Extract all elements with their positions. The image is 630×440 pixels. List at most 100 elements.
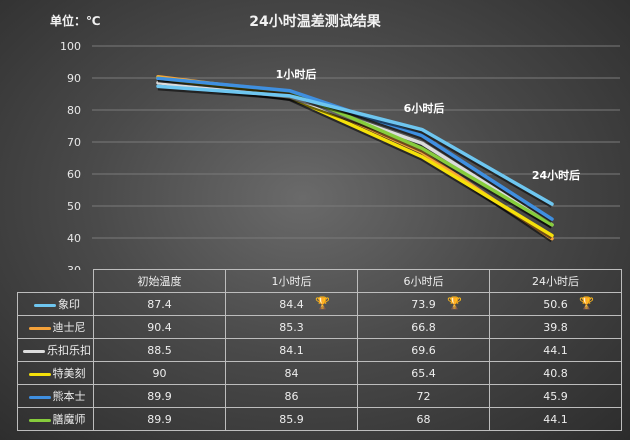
value-cell: 84.4 🏆 — [225, 292, 358, 316]
point-annotations: 1小时后 6小时后 24小时后 — [276, 67, 580, 182]
legend-swatch-icon — [23, 349, 45, 353]
series-line-3 — [156, 76, 554, 238]
y-axis-ticks: 100 90 80 70 60 50 40 30 — [60, 40, 81, 270]
value-cell: 85.3 — [225, 315, 358, 339]
svg-text:90: 90 — [67, 72, 81, 85]
svg-text:30: 30 — [67, 264, 81, 270]
cell-value: 90 — [152, 366, 167, 380]
cell-value: 89.9 — [147, 412, 172, 426]
cell-value: 84.1 — [279, 343, 304, 357]
cell-value: 44.1 — [543, 412, 568, 426]
cell-value: 88.5 — [147, 343, 172, 357]
svg-text:70: 70 — [67, 136, 81, 149]
col-header: 初始温度 — [93, 269, 226, 293]
value-cell: 88.5 — [93, 338, 226, 362]
brand-name: 特美刻 — [52, 367, 86, 380]
table-row: 乐扣乐扣 88.5 84.1 69.6 44.1 — [17, 338, 622, 362]
series-lines — [156, 74, 554, 243]
value-cell: 68 — [357, 407, 490, 431]
svg-text:60: 60 — [67, 168, 81, 181]
point-annotation: 24小时后 — [532, 168, 580, 182]
cell-value: 45.9 — [543, 389, 568, 403]
legend-cell: 特美刻 — [17, 361, 94, 385]
value-cell: 84.1 — [225, 338, 358, 362]
value-cell: 89.9 — [93, 407, 226, 431]
value-cell: 40.8 — [489, 361, 622, 385]
grid-lines — [92, 45, 620, 239]
legend-cell: 熊本士 — [17, 384, 94, 408]
value-cell: 44.1 — [489, 407, 622, 431]
cell-value: 87.4 — [147, 297, 172, 311]
value-cell: 72 — [357, 384, 490, 408]
svg-text:40: 40 — [67, 232, 81, 245]
svg-text:50: 50 — [67, 200, 81, 213]
cell-value: 84.4 — [279, 297, 304, 311]
legend-swatch-icon — [28, 372, 51, 376]
table-header-row: 初始温度 1小时后 6小时后 24小时后 — [17, 269, 622, 293]
value-cell: 69.6 — [357, 338, 490, 362]
value-cell: 84 — [225, 361, 358, 385]
value-cell: 66.8 — [357, 315, 490, 339]
trophy-icon: 🏆 — [315, 296, 330, 310]
value-cell: 44.1 — [489, 338, 622, 362]
cell-value: 90.4 — [147, 320, 172, 334]
value-cell: 90.4 — [93, 315, 226, 339]
cell-value: 84 — [284, 366, 299, 380]
col-header: 24小时后 — [489, 269, 622, 293]
legend-swatch-icon — [34, 303, 56, 307]
brand-name: 膳魔师 — [52, 413, 86, 426]
col-header: 6小时后 — [357, 269, 490, 293]
svg-text:80: 80 — [67, 104, 81, 117]
table-row: 象印 87.4 84.4 🏆 73.9 🏆 50.6 🏆 — [17, 292, 622, 316]
trophy-icon: 🏆 — [447, 296, 462, 310]
point-annotation: 1小时后 — [276, 67, 317, 81]
cell-value: 66.8 — [411, 320, 436, 334]
cell-value: 85.9 — [279, 412, 304, 426]
table-row: 迪士尼 90.4 85.3 66.8 39.8 — [17, 315, 622, 339]
col-header: 1小时后 — [225, 269, 358, 293]
svg-text:100: 100 — [60, 40, 81, 53]
cell-value: 86 — [284, 389, 299, 403]
table-row: 特美刻 90 84 65.4 40.8 — [17, 361, 622, 385]
cell-value: 85.3 — [279, 320, 304, 334]
legend-swatch-icon — [28, 326, 51, 330]
brand-name: 迪士尼 — [52, 321, 86, 334]
table-row: 熊本士 89.9 86 72 45.9 — [17, 384, 622, 408]
value-cell: 39.8 — [489, 315, 622, 339]
cell-value: 65.4 — [411, 366, 436, 380]
series-line-0 — [156, 84, 554, 206]
legend-cell: 迪士尼 — [17, 315, 94, 339]
legend-swatch-icon — [28, 395, 51, 399]
value-cell: 73.9 🏆 — [357, 292, 490, 316]
point-annotation: 6小时后 — [404, 101, 445, 115]
cell-value: 72 — [416, 389, 431, 403]
value-cell: 86 — [225, 384, 358, 408]
table-corner — [17, 269, 94, 293]
unit-label: 单位：℃ — [50, 14, 101, 28]
value-cell: 89.9 — [93, 384, 226, 408]
value-cell: 85.9 — [225, 407, 358, 431]
value-cell: 65.4 — [357, 361, 490, 385]
cell-value: 73.9 — [411, 297, 436, 311]
line-chart: 100 90 80 70 60 50 40 30 1小时后 6小时后 24小时后 — [60, 40, 620, 270]
cell-value: 89.9 — [147, 389, 172, 403]
cell-value: 50.6 — [543, 297, 568, 311]
value-cell: 50.6 🏆 — [489, 292, 622, 316]
cell-value: 39.8 — [543, 320, 568, 334]
legend-cell: 膳魔师 — [17, 407, 94, 431]
value-cell: 90 — [93, 361, 226, 385]
cell-value: 69.6 — [411, 343, 436, 357]
data-table: 初始温度 1小时后 6小时后 24小时后 象印 87.4 84.4 🏆 73.9 🏆 50.… — [17, 269, 622, 431]
cell-value: 68 — [416, 412, 431, 426]
brand-name: 乐扣乐扣 — [47, 344, 91, 357]
brand-name: 象印 — [58, 298, 80, 311]
chart-title: 24小时温差测试结果 — [249, 14, 381, 30]
value-cell: 45.9 — [489, 384, 622, 408]
cell-value: 40.8 — [543, 366, 568, 380]
value-cell: 87.4 — [93, 292, 226, 316]
legend-cell: 象印 — [17, 292, 94, 316]
trophy-icon: 🏆 — [579, 296, 594, 310]
table-row: 膳魔师 89.9 85.9 68 44.1 — [17, 407, 622, 431]
cell-value: 44.1 — [543, 343, 568, 357]
series-line-1 — [156, 74, 554, 241]
